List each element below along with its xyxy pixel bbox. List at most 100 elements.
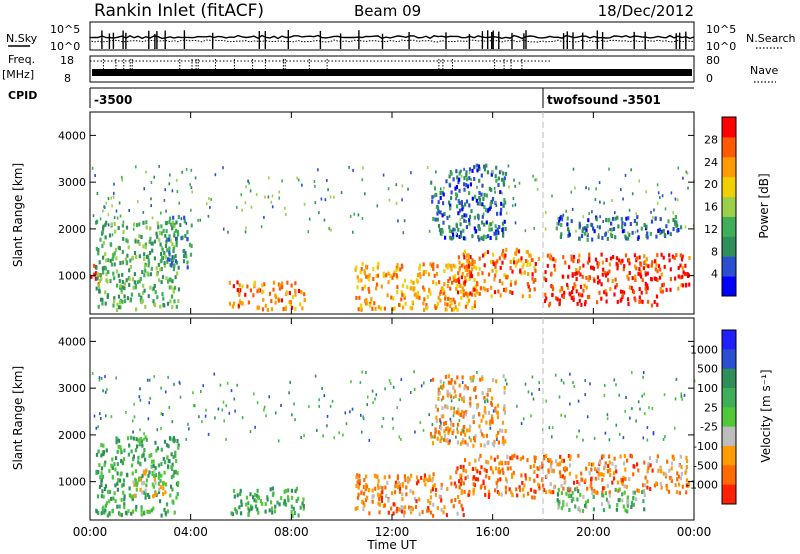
- echo-cell: [95, 452, 99, 457]
- echo-cell: [409, 510, 413, 515]
- echo-cell: [463, 265, 466, 270]
- echo-cell: [685, 170, 687, 174]
- echo-cell: [395, 483, 398, 488]
- echo-cell: [684, 225, 687, 229]
- echo-cell: [100, 377, 103, 380]
- echo-cell: [604, 464, 607, 469]
- echo-cell: [161, 292, 164, 297]
- echo-cell: [131, 255, 134, 260]
- echo-cell: [455, 484, 458, 489]
- echo-cell: [576, 301, 579, 306]
- echo-cell: [650, 219, 654, 224]
- echo-cell: [638, 255, 641, 260]
- echo-cell: [624, 467, 627, 472]
- echo-cell: [498, 470, 501, 475]
- echo-cell: [432, 472, 435, 477]
- echo-cell: [134, 477, 137, 482]
- echo-cell: [105, 258, 108, 263]
- echo-cell: [475, 289, 478, 293]
- echo-cell: [597, 472, 600, 476]
- echo-cell: [464, 412, 468, 417]
- echo-cell: [624, 409, 626, 413]
- echo-cell: [111, 466, 114, 470]
- echo-cell: [561, 274, 564, 279]
- echo-cell: [676, 477, 679, 482]
- colorbar-swatch: [722, 426, 736, 447]
- echo-cell: [536, 188, 539, 191]
- echo-cell: [446, 389, 449, 394]
- echo-cell: [673, 256, 676, 260]
- echo-cell: [623, 264, 626, 269]
- echo-cell: [173, 470, 176, 475]
- echo-cell: [578, 253, 581, 258]
- echo-cell: [532, 279, 535, 284]
- echo-cell: [127, 245, 130, 250]
- echo-cell: [571, 290, 574, 295]
- echo-cell: [497, 289, 500, 294]
- echo-cell: [228, 411, 231, 415]
- echo-cell: [608, 262, 612, 267]
- echo-cell: [173, 233, 176, 238]
- echo-cell: [412, 490, 415, 495]
- echo-cell: [236, 280, 239, 285]
- echo-cell: [567, 494, 570, 499]
- echo-cell: [128, 486, 131, 491]
- echo-cell: [474, 194, 477, 199]
- echo-cell: [119, 478, 122, 483]
- echo-cell: [491, 378, 495, 383]
- echo-cell: [415, 295, 418, 300]
- echo-cell: [681, 283, 685, 288]
- echo-cell: [558, 461, 562, 466]
- echo-cell: [238, 283, 241, 288]
- echo-cell: [145, 220, 148, 225]
- echo-cell: [489, 421, 492, 426]
- echo-cell: [139, 487, 142, 492]
- echo-cell: [619, 298, 622, 303]
- echo-cell: [564, 414, 566, 418]
- echo-cell: [459, 218, 461, 222]
- echo-cell: [453, 389, 456, 394]
- noise-left-tick-bottom: 10^0: [50, 40, 80, 53]
- echo-cell: [501, 191, 504, 195]
- echo-cell: [414, 505, 418, 509]
- echo-cell: [660, 469, 663, 474]
- echo-cell: [134, 448, 138, 453]
- echo-cell: [101, 230, 103, 234]
- echo-cell: [431, 487, 434, 492]
- echo-cell: [656, 454, 659, 459]
- echo-cell: [453, 406, 455, 410]
- echo-cell: [363, 271, 366, 276]
- echo-cell: [603, 290, 606, 295]
- echo-cell: [616, 299, 619, 304]
- echo-cell: [518, 181, 521, 185]
- echo-cell: [504, 485, 507, 490]
- nave-label: Nave: [750, 64, 778, 77]
- echo-cell: [107, 223, 110, 227]
- echo-cell: [674, 197, 677, 201]
- echo-cell: [603, 486, 606, 491]
- echo-cell: [121, 250, 124, 254]
- echo-cell: [611, 480, 614, 485]
- echo-cell: [174, 254, 177, 259]
- echo-cell: [482, 197, 485, 201]
- echo-cell: [437, 387, 440, 392]
- echo-cell: [201, 420, 203, 424]
- echo-cell: [150, 464, 153, 469]
- echo-cell: [434, 306, 437, 310]
- echo-cell: [661, 283, 664, 288]
- echo-cell: [659, 230, 662, 235]
- echo-cell: [231, 304, 234, 309]
- echo-cell: [469, 376, 472, 381]
- echo-cell: [637, 489, 641, 493]
- echo-cell: [473, 265, 476, 269]
- echo-cell: [415, 499, 418, 504]
- echo-cell: [455, 169, 458, 174]
- echo-cell: [182, 249, 185, 254]
- echo-cell: [168, 257, 171, 262]
- echo-cell: [446, 438, 449, 442]
- echo-cell: [97, 251, 100, 256]
- echo-cell: [523, 270, 526, 275]
- echo-cell: [468, 176, 471, 181]
- echo-cell: [223, 419, 225, 423]
